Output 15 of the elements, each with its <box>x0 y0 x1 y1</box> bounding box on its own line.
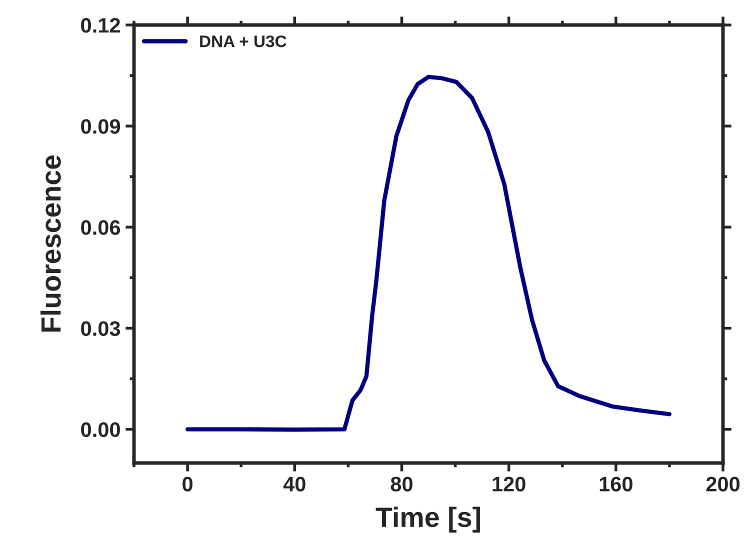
x-tick-label: 0 <box>182 476 192 492</box>
line-series <box>185 74 672 432</box>
x-tick-label: 80 <box>390 476 412 492</box>
x-tick-label: 160 <box>600 476 632 492</box>
y-axis-title: Fluorescence <box>40 155 61 332</box>
y-tick-label: 0.03 <box>81 321 120 336</box>
x-axis-title: Time [s] <box>376 506 480 533</box>
legend-label: DNA + U3C <box>200 35 286 48</box>
y-tick-label: 0.12 <box>81 18 120 33</box>
y-tick-label: 0.00 <box>81 422 120 438</box>
y-tick-label: 0.06 <box>81 220 120 235</box>
x-tick-label: 40 <box>283 476 306 492</box>
x-tick-label: 120 <box>492 476 526 492</box>
y-tick-label: 0.09 <box>81 119 120 134</box>
x-tick-label: 200 <box>706 476 740 492</box>
